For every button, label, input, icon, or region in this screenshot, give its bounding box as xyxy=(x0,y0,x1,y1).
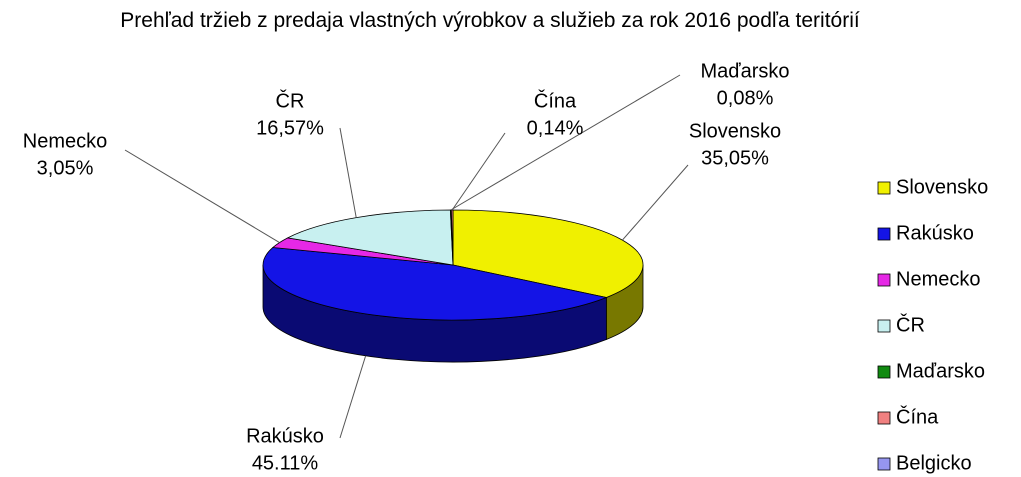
legend-label: Nemecko xyxy=(896,268,980,290)
leader-line xyxy=(622,164,689,241)
data-label: 3,05% xyxy=(37,157,94,179)
legend-swatch xyxy=(877,227,891,241)
slice xyxy=(452,209,644,298)
chart-title: Prehľad tržieb z predaja vlastných výrob… xyxy=(120,9,860,32)
leader-line xyxy=(339,355,367,439)
leader-line xyxy=(451,132,506,211)
leader-line xyxy=(450,74,681,211)
data-label-name: Čína xyxy=(534,89,577,112)
legend-label: Čína xyxy=(896,405,939,428)
legend-label: ČR xyxy=(896,313,925,336)
legend-swatch xyxy=(877,411,891,425)
legend-swatch xyxy=(877,365,891,379)
data-label-name: Rakúsko xyxy=(246,425,324,447)
data-label: 35,05% xyxy=(701,147,769,169)
legend-swatch xyxy=(877,273,891,287)
legend-label: Slovensko xyxy=(896,176,988,198)
data-label-name: Nemecko xyxy=(23,130,107,152)
legend-swatch xyxy=(877,319,891,333)
data-label-name: ČR xyxy=(276,89,305,112)
data-label: 0,08% xyxy=(717,87,774,109)
leader-line xyxy=(339,127,357,218)
legend-label: Rakúsko xyxy=(896,222,974,244)
data-label: 16,57% xyxy=(256,117,324,139)
data-label-name: Maďarsko xyxy=(701,60,790,82)
legend-label: Belgicko xyxy=(896,452,972,474)
legend-label: Maďarsko xyxy=(896,360,985,382)
data-label: 0,14% xyxy=(527,117,584,139)
slice xyxy=(262,247,608,321)
data-label: 45.11% xyxy=(252,452,319,474)
legend-swatch xyxy=(877,181,891,195)
data-label-name: Slovensko xyxy=(689,120,781,142)
leader-line xyxy=(124,149,280,244)
legend-swatch xyxy=(877,457,891,471)
